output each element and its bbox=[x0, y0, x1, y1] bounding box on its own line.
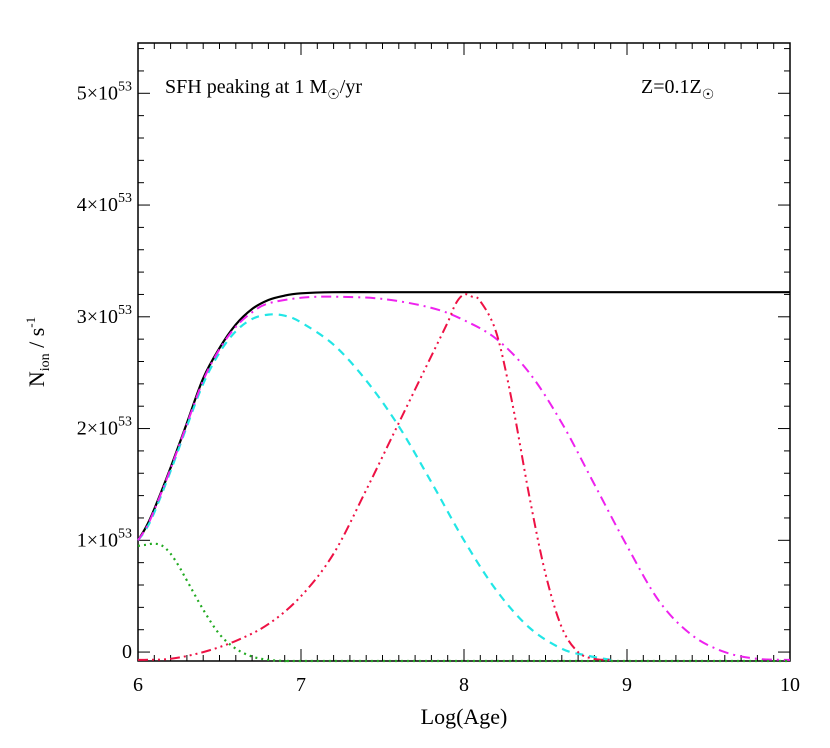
x-axis-title: Log(Age) bbox=[421, 704, 508, 729]
series-line-2 bbox=[137, 313, 611, 661]
y-tick-label: 1×1053 bbox=[77, 526, 132, 551]
axis-ticks bbox=[137, 43, 791, 661]
annotation-sfh: SFH peaking at 1 M☉/yr bbox=[165, 76, 362, 103]
y-tick-label: 0 bbox=[122, 641, 132, 663]
annotation-metallicity: Z=0.1Z☉ bbox=[641, 76, 714, 103]
x-tick-label: 6 bbox=[133, 674, 143, 696]
y-tick-label: 3×1053 bbox=[77, 303, 132, 328]
x-tick-label: 7 bbox=[296, 674, 306, 696]
y-tick-labels: 0 1×1053 2×1053 3×1053 4×1053 5×1053 bbox=[77, 79, 132, 663]
x-tick-label: 9 bbox=[622, 674, 632, 696]
x-tick-label: 8 bbox=[459, 674, 469, 696]
y-tick-label: 5×1053 bbox=[77, 79, 132, 104]
plot-frame bbox=[137, 42, 791, 662]
series-line-4 bbox=[137, 293, 611, 661]
series-line-3 bbox=[137, 295, 791, 661]
x-tick-label: 10 bbox=[780, 674, 800, 696]
series-line-5 bbox=[137, 542, 790, 663]
x-tick-labels: 6 7 8 9 10 bbox=[133, 674, 800, 696]
y-tick-label: 2×1053 bbox=[77, 415, 132, 440]
y-axis-title: Nion / s-1 bbox=[23, 317, 53, 387]
series-lines bbox=[137, 291, 791, 663]
series-line-1 bbox=[137, 291, 790, 541]
y-tick-label: 4×1053 bbox=[77, 191, 132, 216]
